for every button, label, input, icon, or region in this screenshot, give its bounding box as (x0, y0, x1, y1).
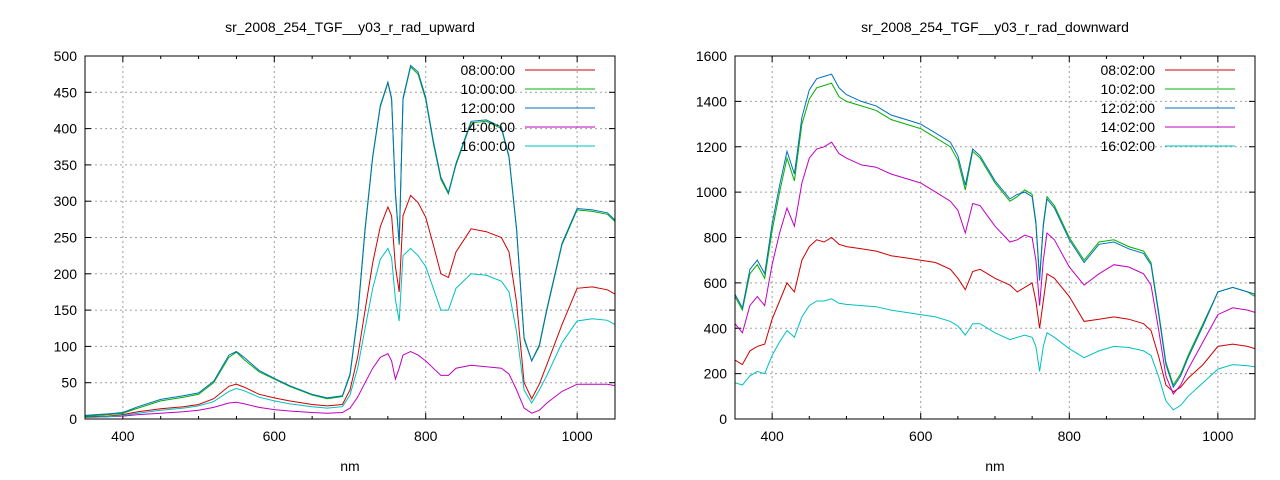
legend-label: 14:02:00 (1101, 119, 1156, 135)
y-tick-label: 150 (54, 302, 78, 318)
chart-title: sr_2008_254_TGF__y03_r_rad_downward (861, 19, 1129, 35)
series-line-100200 (735, 82, 1255, 387)
series-line-120000 (85, 64, 615, 416)
y-tick-label: 500 (54, 48, 78, 64)
y-tick-label: 400 (54, 121, 78, 137)
x-tick-label: 600 (909, 428, 933, 444)
legend-label: 12:02:00 (1101, 100, 1156, 116)
x-axis-label: nm (340, 458, 359, 474)
y-tick-label: 100 (54, 338, 78, 354)
series-line-080200 (735, 236, 1255, 393)
y-tick-label: 350 (54, 157, 78, 173)
series-line-080000 (85, 194, 615, 418)
y-tick-label: 450 (54, 84, 78, 100)
y-tick-label: 200 (54, 266, 78, 282)
y-tick-label: 300 (54, 193, 78, 209)
y-tick-label: 800 (704, 230, 728, 246)
y-tick-label: 1600 (696, 48, 727, 64)
series-line-160000 (85, 247, 615, 418)
legend-label: 16:02:00 (1101, 138, 1156, 154)
y-tick-label: 1200 (696, 139, 727, 155)
chart-title: sr_2008_254_TGF__y03_r_rad_upward (225, 19, 475, 35)
y-tick-label: 250 (54, 230, 78, 246)
series-line-120200 (735, 73, 1255, 389)
series-line-100000 (85, 65, 615, 417)
x-tick-label: 400 (111, 428, 135, 444)
x-tick-label: 600 (263, 428, 287, 444)
legend-label: 10:02:00 (1101, 81, 1156, 97)
y-tick-label: 200 (704, 366, 728, 382)
y-tick-label: 0 (719, 411, 727, 427)
y-tick-label: 1400 (696, 93, 727, 109)
legend-label: 12:00:00 (461, 100, 516, 116)
x-tick-label: 400 (760, 428, 784, 444)
legend-label: 16:00:00 (461, 138, 516, 154)
series-line-140000 (85, 350, 615, 418)
x-tick-label: 800 (1058, 428, 1082, 444)
x-axis-label: nm (985, 458, 1004, 474)
y-tick-label: 400 (704, 320, 728, 336)
y-tick-label: 50 (61, 375, 77, 391)
legend-label: 08:02:00 (1101, 62, 1156, 78)
y-tick-label: 0 (69, 411, 77, 427)
legend-label: 10:00:00 (461, 81, 516, 97)
y-tick-label: 600 (704, 275, 728, 291)
x-tick-label: 1000 (562, 428, 593, 444)
x-tick-label: 1000 (1202, 428, 1233, 444)
plot-frame (734, 55, 1256, 420)
legend-label: 14:00:00 (461, 119, 516, 135)
chart-downward: sr_2008_254_TGF__y03_r_rad_downward 0 200 4… (696, 19, 1256, 474)
chart-upward: sr_2008_254_TGF__y03_r_rad_upward 0 50 100 1… (54, 19, 616, 474)
series-line-160200 (735, 298, 1255, 411)
series-line-140200 (735, 141, 1255, 395)
plot-frame (84, 55, 616, 420)
legend-label: 08:00:00 (461, 62, 516, 78)
y-tick-label: 1000 (696, 184, 727, 200)
x-tick-label: 800 (414, 428, 438, 444)
